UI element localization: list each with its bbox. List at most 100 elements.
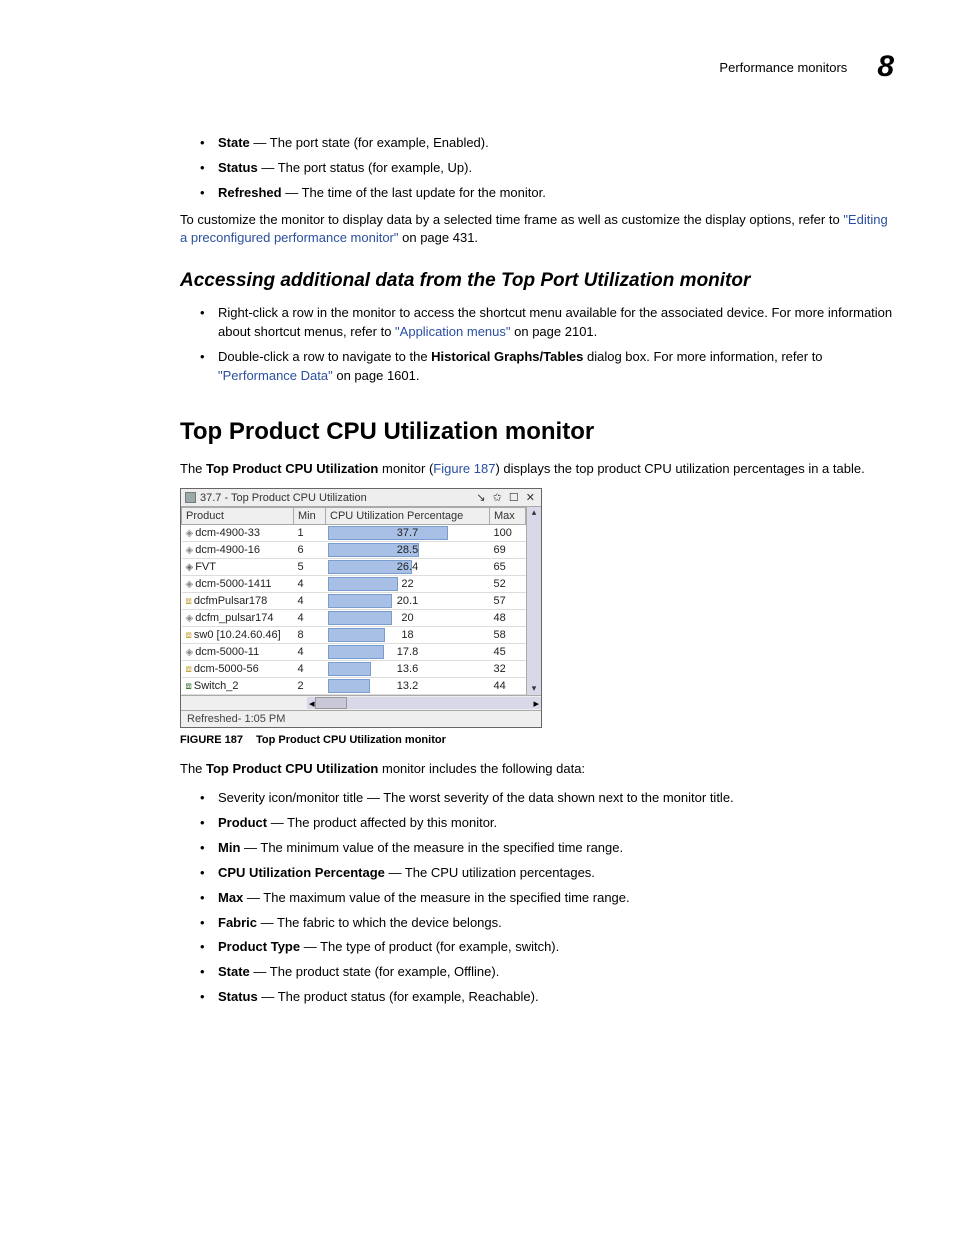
table-row[interactable]: ◈dcfm_pulsar17442048 (182, 610, 526, 627)
list-item: Fabric — The fabric to which the device … (200, 914, 894, 933)
term: Status (218, 160, 258, 175)
text: on page 1601. (333, 368, 420, 383)
table-row[interactable]: ◈dcm-5000-141142252 (182, 576, 526, 593)
cell-max: 52 (490, 576, 526, 593)
cell-bar: 17.8 (326, 644, 490, 661)
cell-product: ◈dcm-5000-1411 (182, 576, 294, 593)
cell-product: ◈dcm-5000-11 (182, 644, 294, 661)
term: Fabric (218, 915, 257, 930)
vertical-scrollbar[interactable]: ▴ ▾ (526, 507, 541, 695)
cell-max: 32 (490, 661, 526, 678)
monitor-title: 37.7 - Top Product CPU Utilization (200, 492, 367, 504)
list-item: Max — The maximum value of the measure i… (200, 889, 894, 908)
horizontal-scrollbar[interactable]: ◂ ▸ (181, 695, 541, 710)
scroll-right-arrow-icon[interactable]: ▸ (533, 697, 539, 710)
cell-min: 4 (294, 644, 326, 661)
term: CPU Utilization Percentage (218, 865, 385, 880)
cell-max: 45 (490, 644, 526, 661)
col-product[interactable]: Product (182, 508, 294, 525)
cell-bar: 28.5 (326, 542, 490, 559)
table-row[interactable]: ⧈dcm-5000-56413.632 (182, 661, 526, 678)
list-item: Refreshed — The time of the last update … (200, 184, 894, 203)
col-max[interactable]: Max (490, 508, 526, 525)
term: Product Type (218, 939, 300, 954)
list-item: CPU Utilization Percentage — The CPU uti… (200, 864, 894, 883)
table-row[interactable]: ◈dcm-5000-11417.845 (182, 644, 526, 661)
figure-number: FIGURE 187 (180, 734, 243, 746)
device-icon: ◈ (186, 545, 194, 556)
cell-product: ◈FVT (182, 559, 294, 576)
list-item: Right-click a row in the monitor to acce… (200, 304, 894, 342)
def: Severity icon/monitor title — The worst … (218, 790, 734, 805)
text: Double-click a row to navigate to the (218, 349, 431, 364)
device-icon: ◈ (186, 579, 194, 590)
term: State (218, 964, 250, 979)
figure-title: Top Product CPU Utilization monitor (256, 734, 446, 746)
device-icon: ◈ (186, 562, 194, 573)
text: monitor ( (378, 461, 433, 476)
def: — The type of product (for example, swit… (300, 939, 559, 954)
intro-paragraph: The Top Product CPU Utilization monitor … (180, 460, 894, 479)
cell-max: 48 (490, 610, 526, 627)
data-intro-paragraph: The Top Product CPU Utilization monitor … (180, 760, 894, 779)
cell-min: 4 (294, 576, 326, 593)
text: dialog box. For more information, refer … (583, 349, 822, 364)
cell-product: ◈dcfm_pulsar174 (182, 610, 294, 627)
def: — The port status (for example, Up). (258, 160, 472, 175)
list-item: Status — The port status (for example, U… (200, 159, 894, 178)
table-row[interactable]: ◈dcm-4900-16628.569 (182, 542, 526, 559)
text: To customize the monitor to display data… (180, 212, 843, 227)
chapter-number: 8 (877, 50, 894, 84)
scrollbar-thumb[interactable] (315, 697, 347, 709)
cell-min: 4 (294, 661, 326, 678)
list-item: State — The product state (for example, … (200, 963, 894, 982)
cell-max: 58 (490, 627, 526, 644)
col-cpu-pct[interactable]: CPU Utilization Percentage (326, 508, 490, 525)
cell-bar: 26.4 (326, 559, 490, 576)
cell-bar: 18 (326, 627, 490, 644)
table-row[interactable]: ⧈dcfmPulsar178420.157 (182, 593, 526, 610)
cell-min: 8 (294, 627, 326, 644)
monitor-titlebar: 37.7 - Top Product CPU Utilization ↘ ✩ ☐… (181, 489, 541, 507)
table-row[interactable]: ◈dcm-4900-33137.7100 (182, 525, 526, 542)
term: Max (218, 890, 243, 905)
scroll-up-arrow-icon[interactable]: ▴ (527, 507, 541, 519)
device-icon: ◈ (186, 613, 194, 624)
cell-max: 69 (490, 542, 526, 559)
table-row[interactable]: ⧈Switch_2213.244 (182, 678, 526, 695)
scroll-down-arrow-icon[interactable]: ▾ (527, 683, 541, 695)
subheading-accessing: Accessing additional data from the Top P… (180, 270, 894, 292)
def: — The product state (for example, Offlin… (250, 964, 500, 979)
figure-caption: FIGURE 187 Top Product CPU Utilization m… (180, 734, 894, 746)
monitor-table: Product Min CPU Utilization Percentage M… (181, 507, 526, 695)
term: Product (218, 815, 267, 830)
cell-product: ◈dcm-4900-16 (182, 542, 294, 559)
text: The (180, 461, 206, 476)
def: — The minimum value of the measure in th… (240, 840, 623, 855)
page-header: Performance monitors 8 (180, 50, 894, 84)
list-item: Product Type — The type of product (for … (200, 938, 894, 957)
table-row[interactable]: ◈FVT526.465 (182, 559, 526, 576)
list-item: Product — The product affected by this m… (200, 814, 894, 833)
cell-max: 100 (490, 525, 526, 542)
list-item: State — The port state (for example, Ena… (200, 134, 894, 153)
link-figure-187[interactable]: Figure 187 (433, 461, 495, 476)
cell-max: 57 (490, 593, 526, 610)
text-bold: Top Product CPU Utilization (206, 761, 378, 776)
cell-bar: 13.6 (326, 661, 490, 678)
cell-bar: 37.7 (326, 525, 490, 542)
term: Min (218, 840, 240, 855)
def: — The fabric to which the device belongs… (257, 915, 502, 930)
table-row[interactable]: ⧈sw0 [10.24.60.46]81858 (182, 627, 526, 644)
def: — The maximum value of the measure in th… (243, 890, 629, 905)
device-icon: ◈ (186, 647, 194, 658)
link-application-menus[interactable]: "Application menus" (395, 324, 510, 339)
section-heading: Top Product CPU Utilization monitor (180, 418, 894, 446)
def: — The CPU utilization percentages. (385, 865, 595, 880)
monitor-window-controls[interactable]: ↘ ✩ ☐ ✕ (476, 491, 537, 504)
col-min[interactable]: Min (294, 508, 326, 525)
link-performance-data[interactable]: "Performance Data" (218, 368, 333, 383)
cell-bar: 20.1 (326, 593, 490, 610)
device-icon: ⧈ (186, 596, 192, 607)
cell-product: ⧈sw0 [10.24.60.46] (182, 627, 294, 644)
